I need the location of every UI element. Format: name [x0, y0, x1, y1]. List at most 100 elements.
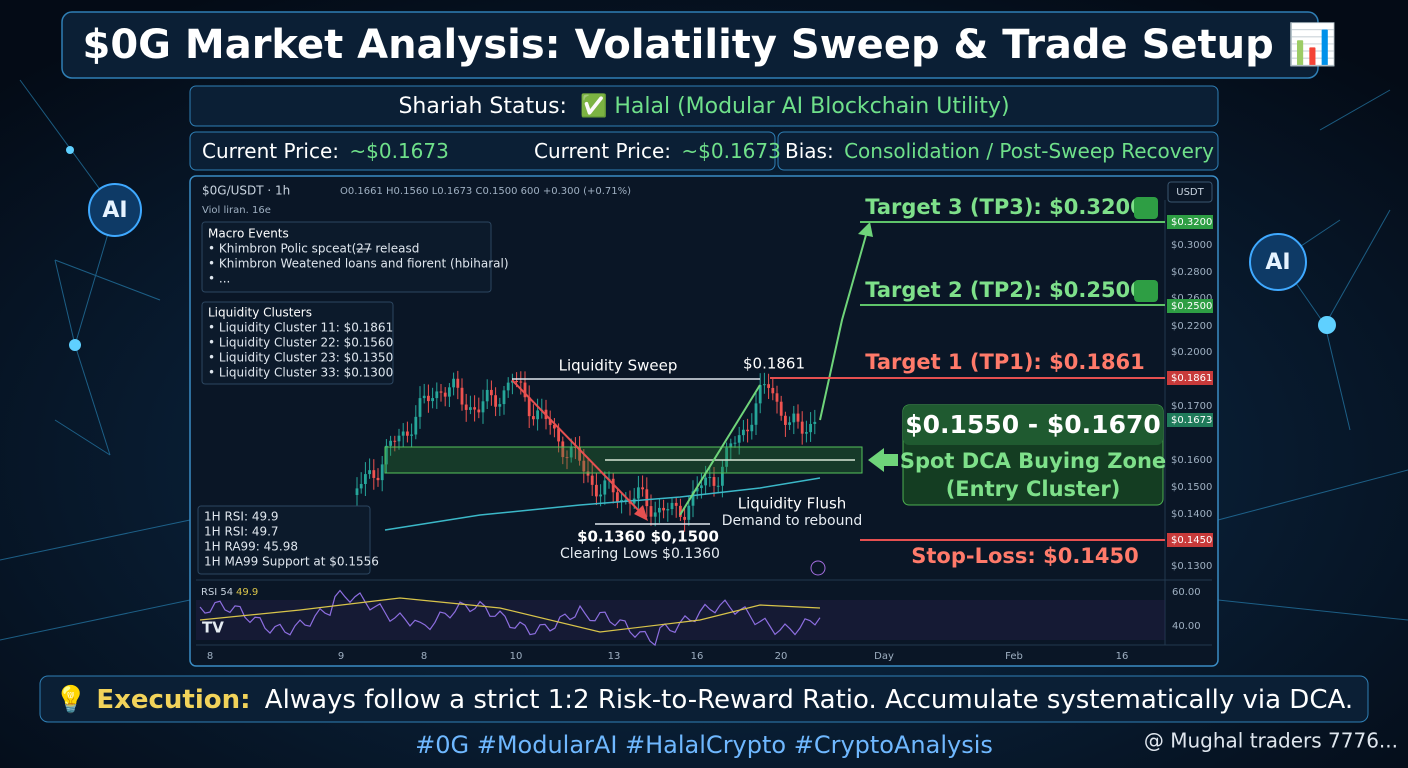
candle-body [519, 381, 523, 383]
candle-body [792, 413, 796, 423]
cluster-item: • Liquidity Cluster 22: $0.1560 [208, 336, 393, 350]
candle-body [523, 382, 527, 398]
candle-body [460, 387, 464, 405]
sweep-arrow [511, 379, 646, 518]
candle-body [355, 488, 359, 495]
candle-body [410, 434, 413, 436]
candle-body [477, 409, 481, 413]
price-label: $0.3000 [1171, 240, 1212, 251]
candle-body [733, 442, 737, 444]
price-label: $0.3200 [1171, 217, 1212, 228]
macro-item: • Khimbron Polic spceat(2̶7̶ releasd [208, 242, 419, 256]
price-label: $0.1300 [1171, 561, 1212, 572]
price-label: $0.1450 [1171, 535, 1212, 546]
candle-body [414, 416, 418, 435]
time-labels: 8 9 8 10 13 16 20 Day Feb 16 [207, 651, 1129, 662]
ai-badge [88, 183, 142, 237]
candle-body [401, 431, 405, 436]
time-label: 9 [338, 651, 344, 662]
cluster-item: • Liquidity Cluster 33: $0.1300 [208, 366, 393, 380]
target-arrow [819, 227, 869, 421]
candle-body [376, 477, 380, 481]
candle-body [771, 387, 775, 394]
bias: Bias: Consolidation / Post-Sweep Recover… [785, 139, 1214, 163]
candle-body [536, 410, 539, 420]
time-label: 10 [510, 651, 523, 662]
candle-body [532, 416, 535, 420]
rsi-tick: 60.00 [1172, 587, 1201, 598]
clearing: Clearing Lows $0.1360 [560, 546, 720, 562]
candle-body [481, 401, 485, 413]
price-label: $0.2600 [1171, 293, 1212, 304]
price-value: ~$0.1673 [681, 139, 780, 163]
time-label: Day [874, 651, 894, 662]
candle-body [725, 447, 728, 467]
price-labels: $0.3200 $0.3000 $0.2800 $0.2600$0.2500 $0.22… [1167, 215, 1213, 572]
time-label: 8 [421, 651, 427, 662]
candle-body [729, 443, 733, 448]
candle-body [779, 401, 783, 416]
candle-body [364, 474, 367, 485]
demand: Demand to rebound [722, 513, 862, 529]
candle-body [599, 494, 602, 497]
ohlc: O0.1661 H0.1560 L0.1673 C0.1500 600 +0.3… [340, 186, 631, 197]
candle-body [422, 395, 426, 399]
candle-body [784, 415, 787, 425]
time-label: 13 [608, 651, 621, 662]
zone-range-bg [903, 405, 1163, 445]
candle-body [569, 446, 573, 458]
zone-label: Spot DCA Buying Zone [900, 449, 1166, 473]
price-badge [1167, 371, 1213, 385]
candle-body [775, 393, 779, 402]
time-label: Feb [1005, 651, 1023, 662]
indicator-item: 1H RSI: 49.9 [204, 510, 279, 524]
candle-body [452, 378, 455, 388]
candle-body [498, 404, 502, 407]
candle-body [359, 484, 363, 489]
zone-arrow [868, 448, 898, 472]
candle-body [506, 382, 510, 391]
candle-body [758, 385, 762, 404]
candle-body [658, 507, 661, 513]
network-decoration [0, 79, 1408, 641]
node [66, 146, 74, 154]
price-label: $0.1673 [1171, 415, 1212, 426]
candle-body [502, 390, 506, 405]
candle-body [439, 391, 443, 393]
bias-value: Consolidation / Post-Sweep Recovery [844, 139, 1214, 163]
tp1: Target 1 (TP1): $0.1861 [865, 350, 1145, 374]
candle-body [557, 428, 560, 442]
zone-sub: (Entry Cluster) [946, 477, 1121, 501]
candle-body [721, 466, 724, 486]
candle-body [494, 395, 497, 407]
ai-badge-label: AI [102, 198, 127, 223]
candle-body [800, 421, 804, 434]
current-price: Current Price: ~$0.1673 [202, 139, 449, 163]
status-label: Shariah Status: [398, 94, 566, 119]
candle-body [586, 471, 590, 476]
rsi-ma [199, 597, 821, 633]
candle-body [590, 475, 594, 485]
candle-body [742, 429, 745, 436]
flash-icon [810, 560, 826, 576]
candle-body [746, 429, 749, 432]
price-badge [1167, 533, 1213, 547]
time-label: 16 [691, 651, 704, 662]
candle-body [603, 480, 607, 495]
candle-body [578, 447, 581, 461]
clusters-box [201, 301, 394, 385]
candle-body [448, 387, 451, 397]
candle-body [393, 440, 397, 442]
candle-body [515, 380, 518, 382]
candle-body [788, 422, 791, 425]
candle-body [616, 492, 619, 502]
candle-body [712, 477, 716, 486]
chart-panel [189, 175, 1219, 667]
candle-body [679, 505, 682, 517]
candle-body [431, 398, 434, 402]
candle-body [653, 512, 657, 517]
rsi-tick: 40.00 [1172, 621, 1201, 632]
candle-body [561, 441, 565, 458]
candle-body [372, 470, 376, 478]
ai-badge [1249, 233, 1307, 291]
